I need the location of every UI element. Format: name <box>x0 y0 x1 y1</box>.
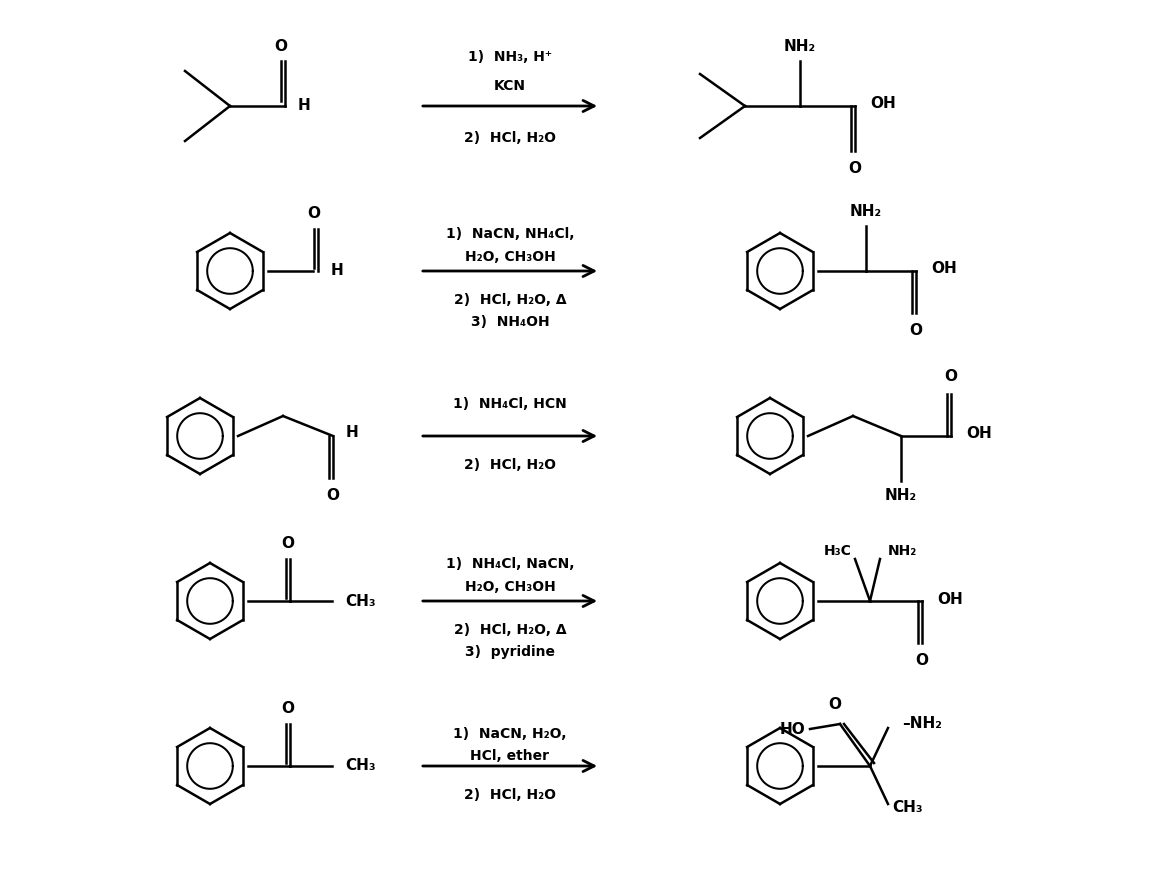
Text: 1)  NaCN, H₂O,: 1) NaCN, H₂O, <box>454 727 567 741</box>
Text: O: O <box>275 39 287 54</box>
Text: OH: OH <box>870 97 896 112</box>
Text: NH₂: NH₂ <box>887 544 917 558</box>
Text: O: O <box>282 536 294 551</box>
Text: H₂O, CH₃OH: H₂O, CH₃OH <box>465 250 555 264</box>
Text: OH: OH <box>931 261 957 276</box>
Text: 3)  pyridine: 3) pyridine <box>465 645 555 659</box>
Text: OH: OH <box>937 592 962 607</box>
Text: 2)  HCl, H₂O: 2) HCl, H₂O <box>464 788 556 802</box>
Text: 2)  HCl, H₂O: 2) HCl, H₂O <box>464 458 556 472</box>
Text: O: O <box>909 323 922 338</box>
Text: –NH₂: –NH₂ <box>902 717 942 732</box>
Text: H₂O, CH₃OH: H₂O, CH₃OH <box>465 580 555 594</box>
Text: H₃C: H₃C <box>824 544 852 558</box>
Text: O: O <box>829 697 841 712</box>
Text: CH₃: CH₃ <box>345 594 375 609</box>
Text: 1)  NH₄Cl, NaCN,: 1) NH₄Cl, NaCN, <box>445 557 575 571</box>
Text: H: H <box>331 263 344 278</box>
Text: HCl, ether: HCl, ether <box>471 749 549 763</box>
Text: O: O <box>944 369 958 384</box>
Text: 1)  NaCN, NH₄Cl,: 1) NaCN, NH₄Cl, <box>445 227 575 241</box>
Text: HO: HO <box>779 721 805 736</box>
Text: NH₂: NH₂ <box>850 204 882 219</box>
Text: O: O <box>282 701 294 716</box>
Text: 3)  NH₄OH: 3) NH₄OH <box>471 315 549 329</box>
Text: NH₂: NH₂ <box>885 488 917 503</box>
Text: H: H <box>298 98 310 113</box>
Text: O: O <box>848 161 862 176</box>
Text: 1)  NH₄Cl, HCN: 1) NH₄Cl, HCN <box>454 397 567 411</box>
Text: H: H <box>346 425 359 440</box>
Text: O: O <box>307 206 321 221</box>
Text: CH₃: CH₃ <box>892 800 923 815</box>
Text: NH₂: NH₂ <box>784 39 816 54</box>
Text: CH₃: CH₃ <box>345 758 375 773</box>
Text: 1)  NH₃, H⁺: 1) NH₃, H⁺ <box>467 50 552 64</box>
Text: 2)  HCl, H₂O, Δ: 2) HCl, H₂O, Δ <box>454 293 567 307</box>
Text: 2)  HCl, H₂O, Δ: 2) HCl, H₂O, Δ <box>454 623 567 637</box>
Text: O: O <box>915 653 929 668</box>
Text: 2)  HCl, H₂O: 2) HCl, H₂O <box>464 131 556 145</box>
Text: KCN: KCN <box>494 79 526 93</box>
Text: O: O <box>327 488 339 503</box>
Text: OH: OH <box>966 426 991 441</box>
